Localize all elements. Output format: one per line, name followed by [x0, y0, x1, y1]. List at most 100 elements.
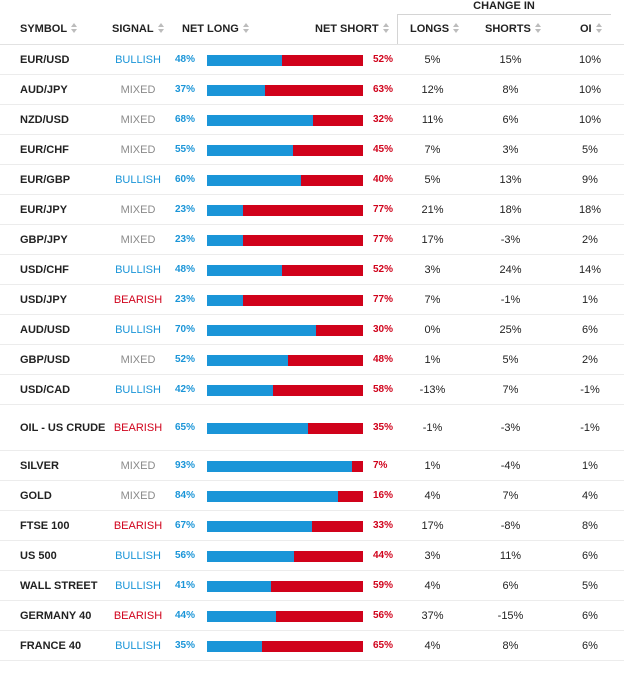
table-row[interactable]: EUR/USD BULLISH 48% 52% 5% 15% 10%: [0, 45, 624, 75]
symbol-column-header[interactable]: SYMBOL: [20, 14, 78, 44]
symbol-link[interactable]: WALL STREET: [20, 579, 98, 592]
change-oi: 5%: [582, 143, 598, 156]
change-longs: 37%: [421, 609, 444, 622]
symbol-link[interactable]: USD/CAD: [20, 383, 71, 396]
shorts-column-header[interactable]: SHORTS: [485, 14, 541, 44]
change-shorts: 7%: [502, 383, 519, 396]
change-shorts: -8%: [500, 519, 521, 532]
net-long-column-header[interactable]: NET LONG: [182, 14, 249, 44]
change-longs: 7%: [424, 293, 441, 306]
sentiment-bar: [207, 174, 363, 186]
symbol-link[interactable]: AUD/JPY: [20, 83, 68, 96]
symbol-link[interactable]: GOLD: [20, 489, 52, 502]
symbol-link[interactable]: EUR/USD: [20, 53, 70, 66]
sort-icon: [534, 23, 541, 34]
table-row[interactable]: GERMANY 40 BEARISH 44% 56% 37% -15% 6%: [0, 601, 624, 631]
signal-label: MIXED: [120, 143, 156, 156]
net-long-fill: [207, 294, 243, 306]
net-short-percent: 65%: [373, 640, 394, 651]
symbol-link[interactable]: USD/JPY: [20, 293, 68, 306]
oi-header-label: OI: [580, 23, 592, 35]
symbol-link[interactable]: GBP/USD: [20, 353, 71, 366]
change-shorts: 3%: [502, 143, 519, 156]
table-row[interactable]: AUD/JPY MIXED 37% 63% 12% 8% 10%: [0, 75, 624, 105]
net-long-percent: 93%: [175, 460, 196, 471]
symbol-link[interactable]: EUR/JPY: [20, 203, 68, 216]
table-row[interactable]: FTSE 100 BEARISH 67% 33% 17% -8% 8%: [0, 511, 624, 541]
change-oi: 6%: [582, 639, 598, 652]
signal-label: MIXED: [120, 459, 156, 472]
table-row[interactable]: GBP/JPY MIXED 23% 77% 17% -3% 2%: [0, 225, 624, 255]
change-longs: 5%: [424, 53, 441, 66]
net-long-fill: [207, 640, 262, 652]
symbol-link[interactable]: GERMANY 40: [20, 609, 92, 622]
table-row[interactable]: GBP/USD MIXED 52% 48% 1% 5% 2%: [0, 345, 624, 375]
symbol-link[interactable]: FRANCE 40: [20, 639, 82, 652]
change-longs: 17%: [421, 519, 444, 532]
change-in-header: CHANGE IN: [397, 0, 611, 15]
net-long-percent: 48%: [175, 54, 196, 65]
net-short-percent: 58%: [373, 384, 394, 395]
change-shorts: 6%: [502, 113, 519, 126]
net-long-fill: [207, 174, 301, 186]
net-long-percent: 23%: [175, 234, 196, 245]
net-long-percent: 60%: [175, 174, 196, 185]
change-longs: 4%: [424, 489, 441, 502]
net-short-percent: 56%: [373, 610, 394, 621]
change-longs: 3%: [424, 549, 441, 562]
signal-label: BULLISH: [115, 53, 161, 66]
table-row[interactable]: OIL - US CRUDE BEARISH 65% 35% -1% -3% -1%: [0, 405, 624, 451]
net-short-percent: 44%: [373, 550, 394, 561]
change-shorts: 8%: [502, 639, 519, 652]
sentiment-bar: [207, 84, 363, 96]
sort-icon: [242, 23, 249, 34]
net-long-percent: 35%: [175, 640, 196, 651]
table-row[interactable]: USD/CAD BULLISH 42% 58% -13% 7% -1%: [0, 375, 624, 405]
net-short-header-label: NET SHORT: [315, 23, 379, 35]
symbol-link[interactable]: EUR/CHF: [20, 143, 69, 156]
change-shorts: -3%: [500, 421, 521, 434]
net-long-fill: [207, 84, 265, 96]
sentiment-bar: [207, 384, 363, 396]
sentiment-bar: [207, 460, 363, 472]
net-long-fill: [207, 204, 243, 216]
table-row[interactable]: FRANCE 40 BULLISH 35% 65% 4% 8% 6%: [0, 631, 624, 661]
net-long-fill: [207, 264, 282, 276]
net-long-percent: 68%: [175, 114, 196, 125]
symbol-link[interactable]: OIL - US CRUDE: [20, 421, 106, 434]
symbol-link[interactable]: USD/CHF: [20, 263, 69, 276]
table-row[interactable]: AUD/USD BULLISH 70% 30% 0% 25% 6%: [0, 315, 624, 345]
symbol-link[interactable]: EUR/GBP: [20, 173, 71, 186]
table-row[interactable]: USD/JPY BEARISH 23% 77% 7% -1% 1%: [0, 285, 624, 315]
symbol-link[interactable]: GBP/JPY: [20, 233, 68, 246]
sentiment-bar: [207, 422, 363, 434]
symbol-link[interactable]: SILVER: [20, 459, 59, 472]
sentiment-bar: [207, 144, 363, 156]
change-oi: 2%: [582, 233, 598, 246]
symbol-link[interactable]: FTSE 100: [20, 519, 70, 532]
longs-column-header[interactable]: LONGS: [410, 14, 460, 44]
net-short-percent: 59%: [373, 580, 394, 591]
net-short-column-header[interactable]: NET SHORT: [315, 14, 389, 44]
table-row[interactable]: EUR/GBP BULLISH 60% 40% 5% 13% 9%: [0, 165, 624, 195]
net-long-fill: [207, 324, 317, 336]
table-row[interactable]: USD/CHF BULLISH 48% 52% 3% 24% 14%: [0, 255, 624, 285]
change-oi: 1%: [582, 293, 598, 306]
table-row[interactable]: EUR/JPY MIXED 23% 77% 21% 18% 18%: [0, 195, 624, 225]
oi-column-header[interactable]: OI: [580, 14, 602, 44]
table-row[interactable]: SILVER MIXED 93% 7% 1% -4% 1%: [0, 451, 624, 481]
table-row[interactable]: NZD/USD MIXED 68% 32% 11% 6% 10%: [0, 105, 624, 135]
sentiment-bar: [207, 520, 363, 532]
table-row[interactable]: US 500 BULLISH 56% 44% 3% 11% 6%: [0, 541, 624, 571]
net-long-percent: 52%: [175, 354, 196, 365]
change-shorts: 13%: [499, 173, 522, 186]
symbol-link[interactable]: US 500: [20, 549, 57, 562]
signal-column-header[interactable]: SIGNAL: [112, 14, 164, 44]
table-row[interactable]: EUR/CHF MIXED 55% 45% 7% 3% 5%: [0, 135, 624, 165]
table-row[interactable]: WALL STREET BULLISH 41% 59% 4% 6% 5%: [0, 571, 624, 601]
symbol-link[interactable]: AUD/USD: [20, 323, 71, 336]
symbol-link[interactable]: NZD/USD: [20, 113, 69, 126]
sentiment-bar: [207, 490, 363, 502]
sentiment-bar: [207, 114, 363, 126]
table-row[interactable]: GOLD MIXED 84% 16% 4% 7% 4%: [0, 481, 624, 511]
